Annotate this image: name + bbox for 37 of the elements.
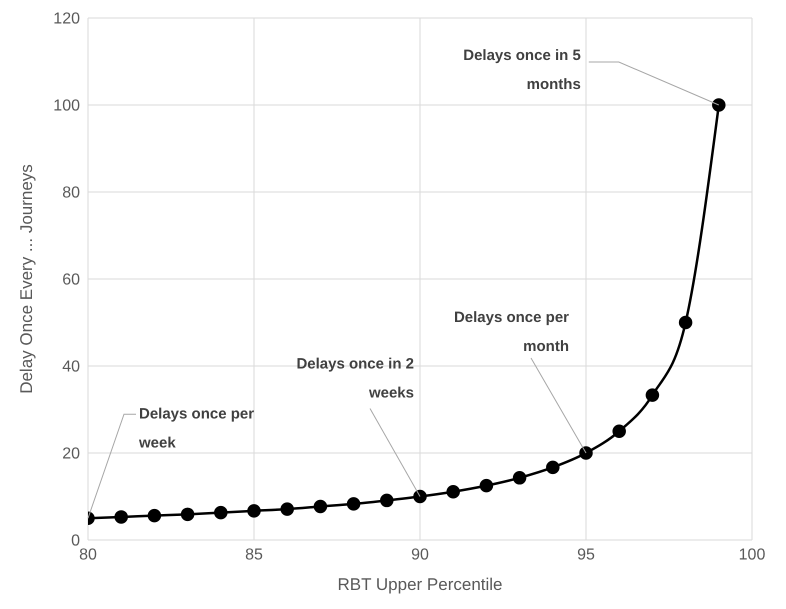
point — [546, 460, 560, 474]
y-tick-label: 20 — [62, 446, 80, 463]
point — [380, 494, 394, 508]
y-tick-label: 60 — [62, 272, 80, 289]
annotation: Delays once per week — [138, 405, 254, 452]
point — [280, 502, 294, 516]
x-tick-label: 90 — [411, 546, 429, 564]
point — [646, 388, 660, 402]
y-axis-title: Delay Once Every ... Journeys — [17, 164, 36, 394]
point — [612, 424, 626, 438]
point — [180, 508, 194, 522]
point — [579, 446, 593, 460]
y-tick-label: 40 — [62, 358, 80, 376]
point — [678, 316, 692, 330]
y-tick-label: 80 — [62, 184, 80, 202]
y-tick-label: 100 — [53, 98, 80, 115]
point — [114, 510, 128, 524]
x-tick-label: 95 — [577, 546, 595, 564]
point — [446, 484, 460, 498]
point — [413, 490, 427, 504]
point — [480, 478, 494, 492]
point — [214, 506, 228, 520]
x-tick-label: 80 — [79, 546, 97, 564]
x-axis-title: RBT Upper Percentile — [337, 575, 503, 594]
annotation: Delays once per month — [454, 309, 570, 355]
point — [712, 98, 726, 112]
y-tick-label: 120 — [53, 10, 80, 28]
x-tick-label: 100 — [738, 546, 766, 564]
x-tick-label: 85 — [245, 546, 263, 564]
annotation: Delays once in 2 weeks — [296, 356, 414, 402]
point — [512, 471, 526, 485]
point — [314, 500, 328, 514]
point — [346, 497, 360, 511]
point — [247, 504, 261, 518]
point — [148, 508, 162, 522]
annotation: Delays once in 5 months — [463, 47, 581, 93]
y-tick-label: 0 — [71, 532, 80, 550]
